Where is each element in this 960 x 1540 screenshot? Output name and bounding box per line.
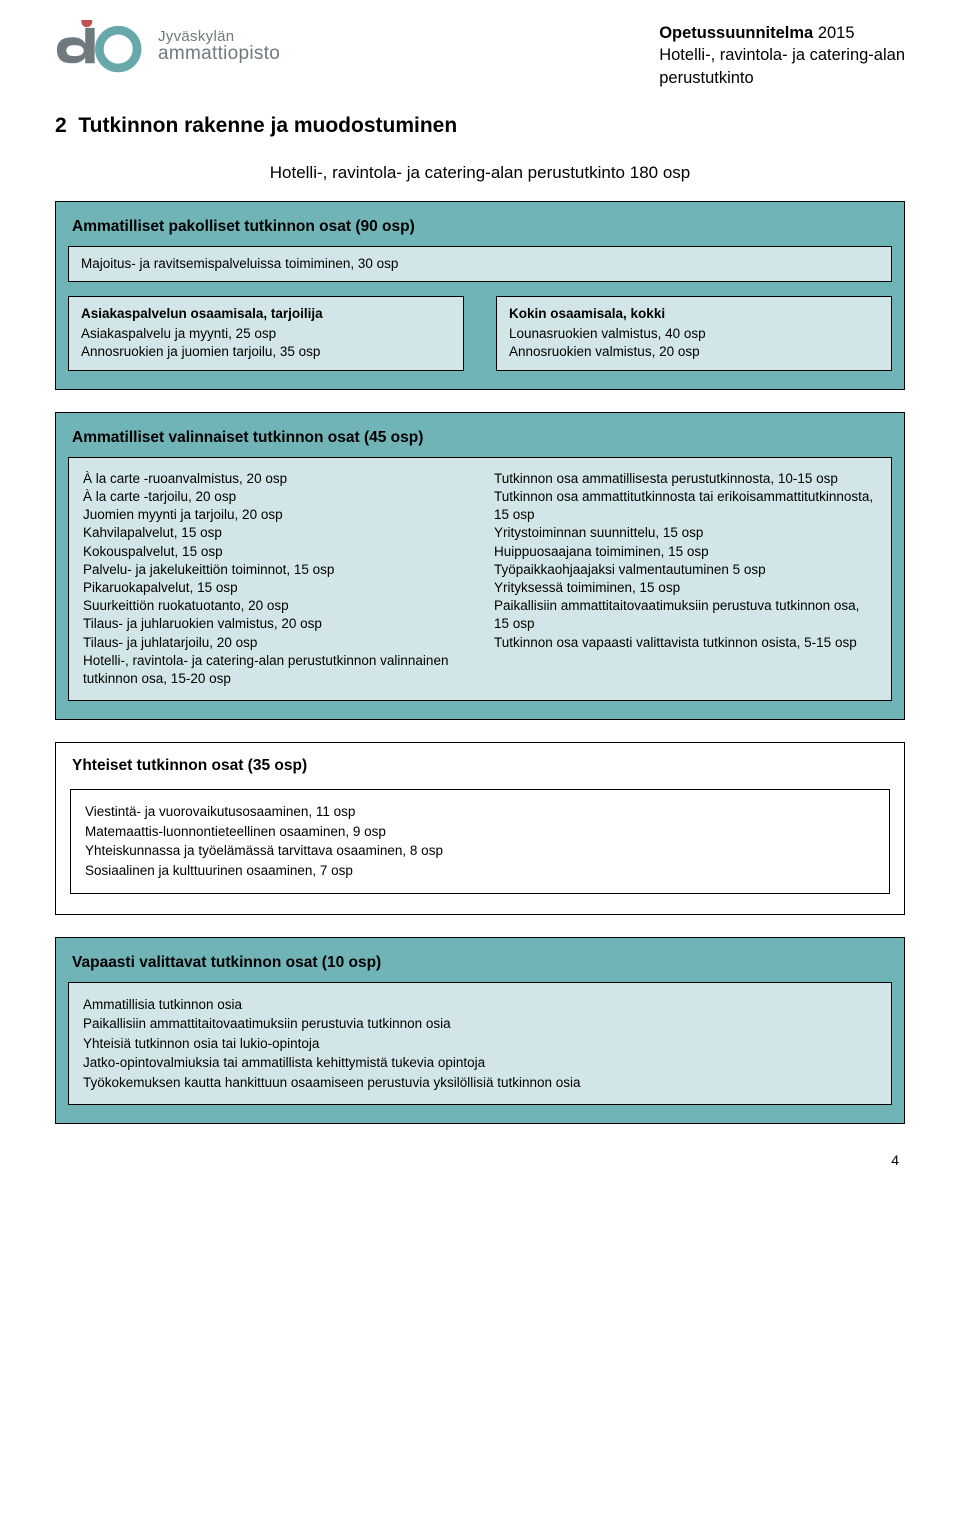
list-item: Työpaikkaohjaajaksi valmentautuminen 5 o… — [494, 561, 877, 579]
section-title: 2 Tutkinnon rakenne ja muodostuminen — [55, 114, 905, 138]
panel1-top-text: Majoitus- ja ravitsemispalveluissa toimi… — [81, 255, 879, 273]
list-item: Tutkinnon osa ammattitutkinnosta tai eri… — [494, 488, 877, 524]
panel-mandatory: Ammatilliset pakolliset tutkinnon osat (… — [55, 201, 905, 390]
panel2-left-col: À la carte -ruoanvalmistus, 20 osp À la … — [83, 470, 466, 689]
list-item: Ammatillisia tutkinnon osia — [83, 995, 877, 1015]
list-item: Tutkinnon osa ammatillisesta perustutkin… — [494, 470, 877, 488]
panel-optional-heading: Ammatilliset valinnaiset tutkinnon osat … — [72, 429, 888, 447]
list-item: Yrityksessä toimiminen, 15 osp — [494, 579, 877, 597]
list-item: Pikaruokapalvelut, 15 osp — [83, 579, 466, 597]
panel2-right-col: Tutkinnon osa ammatillisesta perustutkin… — [494, 470, 877, 689]
panel-common: Yhteiset tutkinnon osat (35 osp) Viestin… — [55, 742, 905, 914]
page-subtitle: Hotelli-, ravintola- ja catering-alan pe… — [55, 163, 905, 183]
list-item: Sosiaalinen ja kulttuurinen osaaminen, 7… — [85, 861, 875, 881]
panel1-left-box: Asiakaspalvelun osaamisala, tarjoilija A… — [68, 296, 464, 371]
list-item: Kokouspalvelut, 15 osp — [83, 543, 466, 561]
section-number: 2 — [55, 114, 67, 137]
list-item: Tilaus- ja juhlatarjoilu, 20 osp — [83, 634, 466, 652]
panel-common-heading-text: Yhteiset tutkinnon osat (35 osp) — [72, 757, 307, 774]
list-item: Tutkinnon osa vapaasti valittavista tutk… — [494, 634, 877, 652]
panel1-left-title: Asiakaspalvelun osaamisala, tarjoilija — [81, 305, 451, 323]
list-item: À la carte -tarjoilu, 20 osp — [83, 488, 466, 506]
panel-optional: Ammatilliset valinnaiset tutkinnon osat … — [55, 412, 905, 721]
ao-logo-icon — [55, 20, 150, 75]
list-item: Huippuosaajana toimiminen, 15 osp — [494, 543, 877, 561]
panel4-box: Ammatillisia tutkinnon osia Paikallisiin… — [68, 982, 892, 1106]
list-item: Kahvilapalvelut, 15 osp — [83, 524, 466, 542]
panel1-left-line1: Annosruokien ja juomien tarjoilu, 35 osp — [81, 343, 451, 361]
list-item: À la carte -ruoanvalmistus, 20 osp — [83, 470, 466, 488]
list-item: Viestintä- ja vuorovaikutusosaaminen, 11… — [85, 802, 875, 822]
logo-text-bottom: ammattiopisto — [158, 43, 280, 65]
list-item: Suurkeittiön ruokatuotanto, 20 osp — [83, 597, 466, 615]
list-item: Yritystoiminnan suunnittelu, 15 osp — [494, 524, 877, 542]
panel1-right-line0: Lounasruokien valmistus, 40 osp — [509, 325, 879, 343]
list-item: Juomien myynti ja tarjoilu, 20 osp — [83, 506, 466, 524]
header-right: Opetussuunnitelma 2015 Hotelli-, ravinto… — [659, 20, 905, 89]
list-item: Paikallisiin ammattitaitovaatimuksiin pe… — [83, 1014, 877, 1034]
panel1-right-line1: Annosruokien valmistus, 20 osp — [509, 343, 879, 361]
list-item: Yhteiskunnassa ja työelämässä tarvittava… — [85, 841, 875, 861]
doc-title-bold: Opetussuunnitelma — [659, 24, 813, 42]
list-item: Matemaattis-luonnontieteellinen osaamine… — [85, 822, 875, 842]
logo-block: Jyväskylän ammattiopisto — [55, 20, 280, 75]
list-item: Työkokemuksen kautta hankittuun osaamise… — [83, 1073, 877, 1093]
list-item: Yhteisiä tutkinnon osia tai lukio-opinto… — [83, 1034, 877, 1054]
list-item: Palvelu- ja jakelukeittiön toiminnot, 15… — [83, 561, 466, 579]
doc-subtitle-2: perustutkinto — [659, 67, 905, 89]
panel1-right-box: Kokin osaamisala, kokki Lounasruokien va… — [496, 296, 892, 371]
list-item: Tilaus- ja juhlaruokien valmistus, 20 os… — [83, 615, 466, 633]
panel1-right-title: Kokin osaamisala, kokki — [509, 305, 879, 323]
page-header: Jyväskylän ammattiopisto Opetussuunnitel… — [55, 20, 905, 89]
panel1-left-line0: Asiakaspalvelu ja myynti, 25 osp — [81, 325, 451, 343]
doc-subtitle-1: Hotelli-, ravintola- ja catering-alan — [659, 44, 905, 66]
panel1-top-box: Majoitus- ja ravitsemispalveluissa toimi… — [68, 246, 892, 282]
panel-mandatory-heading: Ammatilliset pakolliset tutkinnon osat (… — [72, 218, 888, 236]
panel-free-heading: Vapaasti valittavat tutkinnon osat (10 o… — [72, 954, 888, 972]
list-item: Paikallisiin ammattitaitovaatimuksiin pe… — [494, 597, 877, 633]
list-item: Jatko-opintovalmiuksia tai ammatillista … — [83, 1053, 877, 1073]
panel3-box: Viestintä- ja vuorovaikutusosaaminen, 11… — [70, 789, 890, 893]
logo-text: Jyväskylän ammattiopisto — [158, 20, 280, 65]
panel-common-heading: Yhteiset tutkinnon osat (35 osp) — [72, 757, 888, 775]
section-title-text: Tutkinnon rakenne ja muodostuminen — [78, 114, 457, 137]
page-number: 4 — [55, 1152, 905, 1168]
doc-title-year: 2015 — [813, 24, 854, 42]
panel2-box: À la carte -ruoanvalmistus, 20 osp À la … — [68, 457, 892, 702]
list-item: Hotelli-, ravintola- ja catering-alan pe… — [83, 652, 466, 688]
panel-free: Vapaasti valittavat tutkinnon osat (10 o… — [55, 937, 905, 1125]
